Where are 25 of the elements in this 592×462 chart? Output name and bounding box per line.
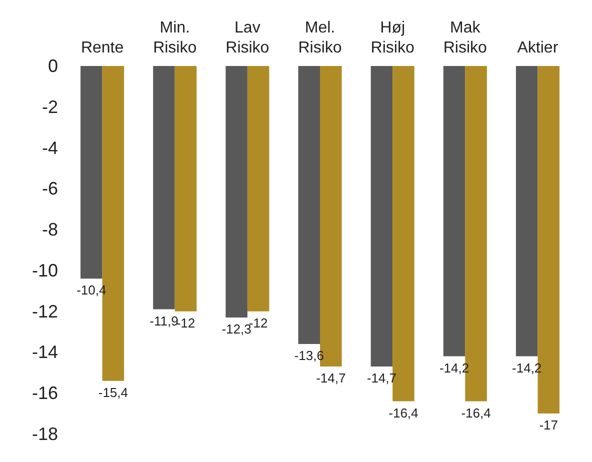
y-tick-label: -2: [42, 96, 58, 117]
x-tick-label: Lav Risiko: [226, 20, 270, 56]
data-label: -17: [539, 418, 558, 433]
x-tick-label: Rente: [80, 40, 124, 56]
data-label: -11,9: [150, 313, 178, 328]
x-tick-label: Min. Risiko: [153, 20, 197, 56]
y-tick-label: -6: [42, 178, 58, 199]
y-tick-label: -8: [42, 220, 58, 240]
x-tick-label: Aktier: [517, 40, 559, 56]
y-tick-label: -14: [32, 342, 58, 362]
data-label: -16,4: [461, 405, 491, 420]
x-tick-label: Mel. Risiko: [298, 20, 342, 56]
x-tick-label: Mak Risiko: [443, 20, 488, 56]
y-tick-label: -4: [42, 138, 58, 158]
data-label: -12,3: [222, 321, 252, 336]
data-label: -12: [176, 315, 196, 330]
x-tick-label: Høj Risiko: [370, 20, 414, 56]
y-tick-label: -12: [32, 301, 58, 322]
data-label: -14,7: [316, 370, 346, 386]
y-tick-label: -16: [32, 383, 58, 404]
y-tick-label: -10: [32, 260, 58, 280]
y-tick-label: -18: [32, 424, 58, 444]
data-label: -16,4: [388, 405, 418, 420]
y-tick-label: 0: [48, 56, 58, 76]
data-label: -15,4: [98, 384, 128, 400]
